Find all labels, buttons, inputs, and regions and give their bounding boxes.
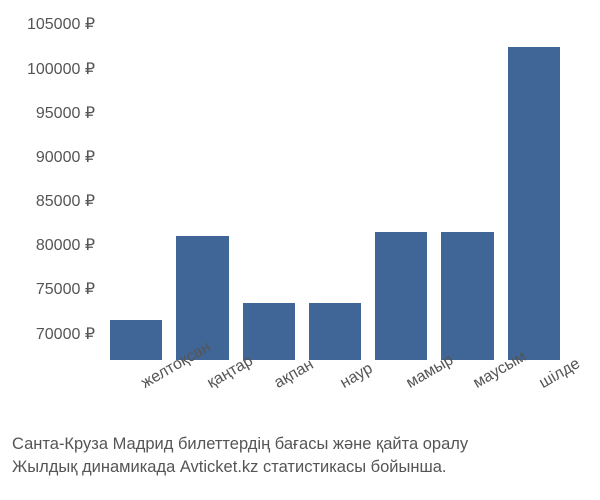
bar-slot	[508, 20, 560, 360]
bar	[309, 303, 361, 360]
y-tick-label: 70000 ₽	[36, 324, 95, 344]
x-tick-label: наур	[337, 368, 362, 393]
x-label-slot: мамыр	[375, 362, 427, 442]
x-tick-label: мамыр	[404, 368, 429, 393]
x-tick-label: желтоқсан	[139, 368, 164, 393]
chart-caption: Санта-Круза Мадрид билеттердің бағасы жә…	[12, 433, 468, 478]
x-label-slot: наур	[309, 362, 361, 442]
bar-slot	[441, 20, 493, 360]
y-tick-label: 75000 ₽	[36, 279, 95, 299]
bar	[110, 320, 162, 360]
bar	[375, 232, 427, 360]
bar-slot	[243, 20, 295, 360]
x-label-slot: желтоқсан	[110, 362, 162, 442]
bar-slot	[309, 20, 361, 360]
x-label-slot: қаңтар	[176, 362, 228, 442]
y-axis: 70000 ₽ 75000 ₽ 80000 ₽ 85000 ₽ 90000 ₽ 95000…	[0, 20, 95, 360]
x-tick-label: ақпан	[271, 368, 296, 393]
bar-slot	[375, 20, 427, 360]
x-tick-label: маусым	[470, 368, 495, 393]
x-label-slot: маусым	[441, 362, 493, 442]
bar-slot	[110, 20, 162, 360]
price-chart: 70000 ₽ 75000 ₽ 80000 ₽ 85000 ₽ 90000 ₽ 95000…	[0, 0, 600, 500]
x-tick-label: шілде	[536, 368, 561, 393]
bar-slot	[176, 20, 228, 360]
bar	[508, 47, 560, 361]
x-tick-label: қаңтар	[205, 368, 230, 393]
bar	[441, 232, 493, 360]
bars-container	[100, 20, 570, 360]
y-tick-label: 80000 ₽	[36, 235, 95, 255]
x-axis: желтоқсан қаңтар ақпан наур мамыр маусым шілде	[100, 362, 570, 442]
y-tick-label: 105000 ₽	[27, 14, 95, 34]
caption-line-1: Санта-Круза Мадрид билеттердің бағасы жә…	[12, 433, 468, 455]
plot-area	[100, 20, 570, 360]
caption-line-2: Жылдық динамикада Avticket.kz статистика…	[12, 456, 468, 478]
y-tick-label: 95000 ₽	[36, 103, 95, 123]
y-tick-label: 100000 ₽	[27, 59, 95, 79]
bar	[243, 303, 295, 360]
x-label-slot: шілде	[508, 362, 560, 442]
y-tick-label: 85000 ₽	[36, 191, 95, 211]
x-label-slot: ақпан	[243, 362, 295, 442]
y-tick-label: 90000 ₽	[36, 147, 95, 167]
